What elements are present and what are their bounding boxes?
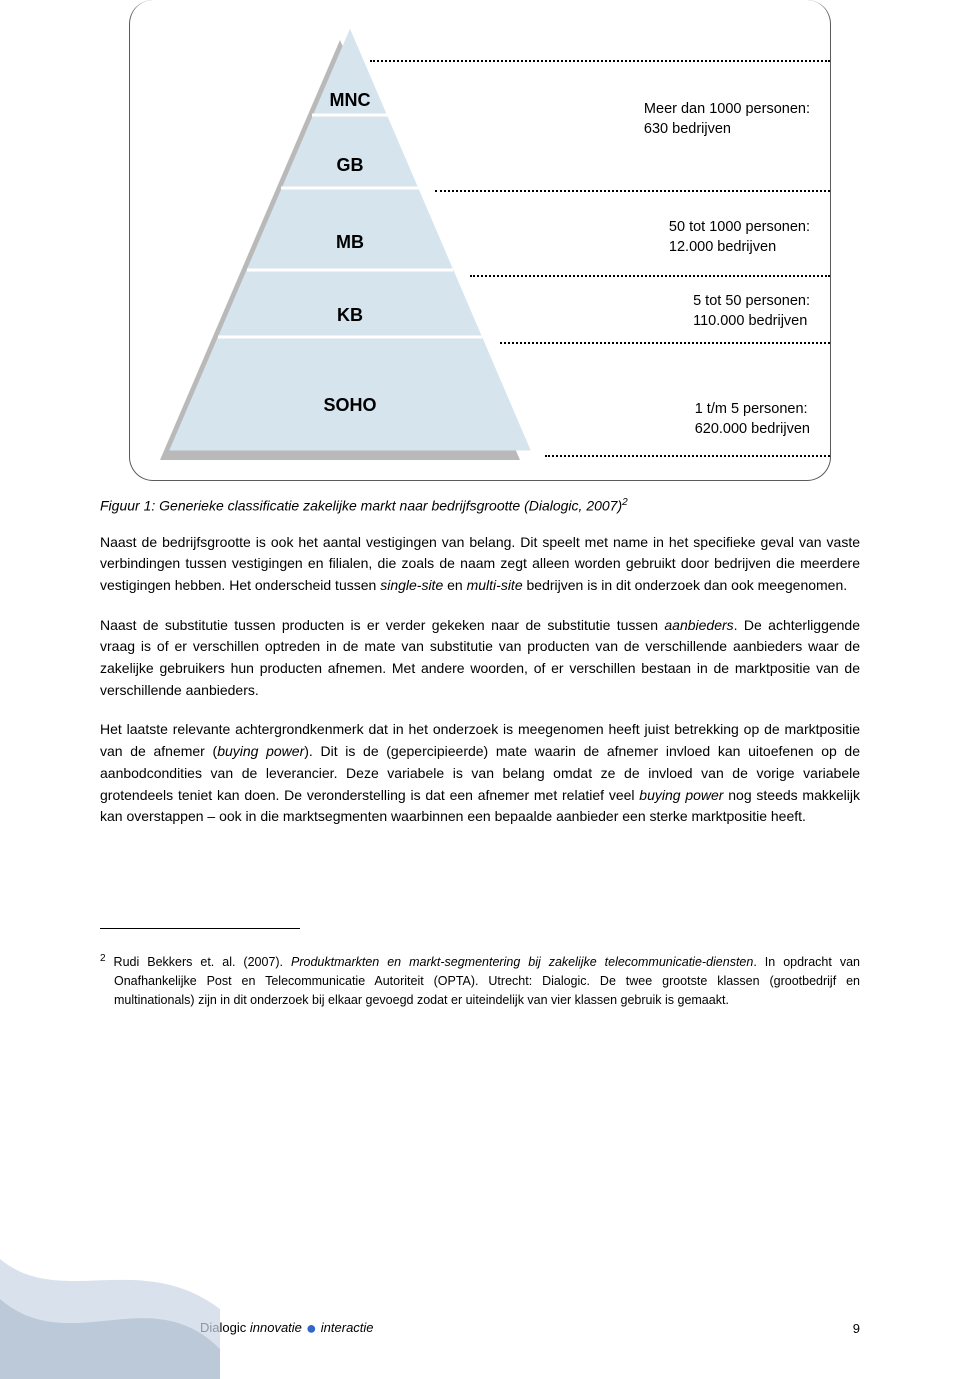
footnote: 2 Rudi Bekkers et. al. (2007). Produktma… xyxy=(100,951,860,1009)
page: MNC GB MB KB SOHO Meer dan 1000 personen… xyxy=(0,0,960,1379)
figure-caption: Figuur 1: Generieke classificatie zakeli… xyxy=(100,497,860,514)
page-footer: Dialogic innovatie●interactie 9 xyxy=(200,1318,860,1339)
paragraph: Naast de substitutie tussen producten is… xyxy=(100,615,860,702)
annotation-line: 1 t/m 5 personen: xyxy=(695,401,808,417)
paragraph: Naast de bedrijfsgrootte is ook het aant… xyxy=(100,532,860,597)
text-run: Naast de substitutie tussen producten is… xyxy=(100,617,664,633)
decorative-wave xyxy=(0,1249,220,1379)
pyramid-level-label-gb: GB xyxy=(337,155,364,176)
pyramid-level-label-mb: MB xyxy=(336,232,364,253)
text-run-italic: buying power xyxy=(217,743,304,759)
annotation-line: 110.000 bedrijven xyxy=(693,313,807,329)
pyramid-level-label-soho: SOHO xyxy=(323,395,376,416)
footnote-text-italic: Produktmarkten en markt-segmentering bij… xyxy=(291,955,753,969)
pyramid-annotation-kb: 5 tot 50 personen: 110.000 bedrijven xyxy=(693,292,810,331)
page-number: 9 xyxy=(853,1321,860,1336)
footnote-text: Rudi Bekkers et. al. (2007). xyxy=(106,955,291,969)
annotation-divider xyxy=(435,190,830,192)
annotation-line: Meer dan 1000 personen: xyxy=(644,101,810,117)
annotation-line: 50 tot 1000 personen: xyxy=(669,219,810,235)
text-run: bedrijven is in dit onderzoek dan ook me… xyxy=(523,577,848,593)
footer-brand: Dialogic innovatie●interactie xyxy=(200,1318,374,1339)
footer-brand-text-italic: interactie xyxy=(321,1320,374,1335)
annotation-divider xyxy=(370,60,830,62)
pyramid-annotation-mnc: Meer dan 1000 personen: 630 bedrijven xyxy=(644,100,810,139)
annotation-line: 5 tot 50 personen: xyxy=(693,293,810,309)
text-run-italic: single-site xyxy=(380,577,443,593)
figure-box: MNC GB MB KB SOHO Meer dan 1000 personen… xyxy=(129,0,831,481)
pyramid-level-label-kb: KB xyxy=(337,305,363,326)
pyramid-annotation-mb: 50 tot 1000 personen: 12.000 bedrijven xyxy=(669,218,810,257)
text-run-italic: multi-site xyxy=(467,577,523,593)
pyramid-level-label-mnc: MNC xyxy=(330,90,371,111)
annotation-divider xyxy=(500,342,830,344)
text-run-italic: buying power xyxy=(639,787,723,803)
annotation-divider xyxy=(545,455,830,457)
annotation-divider xyxy=(470,275,830,277)
pyramid-annotation-soho: 1 t/m 5 personen: 620.000 bedrijven xyxy=(695,400,810,439)
annotation-line: 630 bedrijven xyxy=(644,121,731,137)
footnote-separator xyxy=(100,928,300,929)
footer-bullet-icon: ● xyxy=(302,1318,321,1338)
text-run: en xyxy=(443,577,466,593)
paragraph: Het laatste relevante achtergrondkenmerk… xyxy=(100,719,860,827)
footer-brand-text-italic: innovatie xyxy=(250,1320,302,1335)
caption-superscript: 2 xyxy=(622,497,628,508)
text-run-italic: aanbieders xyxy=(664,617,733,633)
caption-text: Figuur 1: Generieke classificatie zakeli… xyxy=(100,498,622,514)
annotation-line: 12.000 bedrijven xyxy=(669,239,776,255)
body-text: Naast de bedrijfsgrootte is ook het aant… xyxy=(100,532,860,828)
annotation-line: 620.000 bedrijven xyxy=(695,421,810,437)
